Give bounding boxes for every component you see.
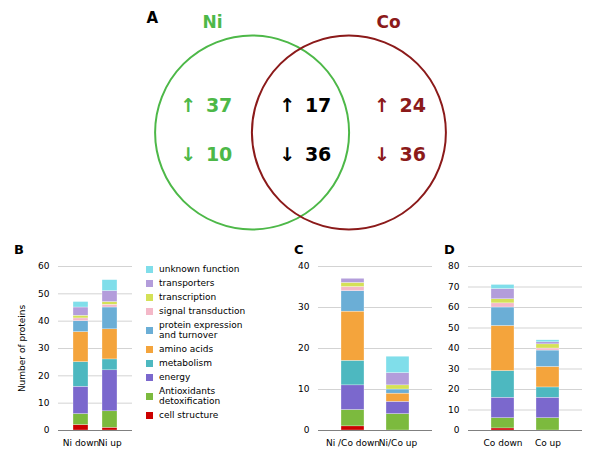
html-text:D: D xyxy=(444,242,455,257)
html-text:amino acids: amino acids xyxy=(159,344,214,354)
html-text:transporters: transporters xyxy=(159,278,215,288)
svg-text:40: 40 xyxy=(38,316,50,326)
svg-text:0: 0 xyxy=(44,425,50,435)
svg-text:60: 60 xyxy=(448,302,460,312)
svg-text:Ni/Co up: Ni/Co up xyxy=(379,438,418,448)
svg-text:↓: ↓ xyxy=(180,143,196,165)
html-text:signal transduction: signal transduction xyxy=(159,306,246,316)
svg-text:50: 50 xyxy=(448,323,460,333)
svg-text:Ni /Co down: Ni /Co down xyxy=(326,438,380,448)
html-text:cell structure: cell structure xyxy=(159,410,219,420)
svg-text:20: 20 xyxy=(298,343,310,353)
svg-text:↓: ↓ xyxy=(279,143,295,165)
svg-text:0: 0 xyxy=(454,425,460,435)
svg-text:10: 10 xyxy=(206,143,232,165)
svg-text:A: A xyxy=(147,9,159,27)
svg-text:17: 17 xyxy=(305,94,331,116)
svg-text:Ni down: Ni down xyxy=(63,438,99,448)
svg-text:10: 10 xyxy=(38,398,50,408)
svg-text:20: 20 xyxy=(38,371,50,381)
svg-text:24: 24 xyxy=(399,94,425,116)
svg-text:60: 60 xyxy=(38,261,50,271)
svg-text:Ni up: Ni up xyxy=(98,438,122,448)
svg-text:80: 80 xyxy=(448,261,460,271)
svg-text:Co up: Co up xyxy=(535,438,561,448)
svg-text:↑: ↑ xyxy=(180,94,196,116)
html-text:protein expression and turnove: protein expression and turnover xyxy=(159,320,243,340)
html-text:transcription: transcription xyxy=(159,292,217,302)
svg-text:30: 30 xyxy=(298,302,310,312)
svg-text:Co: Co xyxy=(376,12,400,32)
svg-text:Co down: Co down xyxy=(484,438,523,448)
svg-text:70: 70 xyxy=(448,282,460,292)
svg-text:↑: ↑ xyxy=(374,94,390,116)
html-text:unknown function: unknown function xyxy=(159,264,240,274)
svg-text:↑: ↑ xyxy=(279,94,295,116)
html-text:metabolism: metabolism xyxy=(159,358,212,368)
svg-text:10: 10 xyxy=(298,384,310,394)
svg-text:36: 36 xyxy=(399,143,425,165)
svg-text:37: 37 xyxy=(206,94,232,116)
svg-text:50: 50 xyxy=(38,289,50,299)
html-text:B: B xyxy=(14,242,24,257)
html-text:energy: energy xyxy=(159,372,191,382)
svg-text:40: 40 xyxy=(448,343,460,353)
svg-text:40: 40 xyxy=(298,261,310,271)
svg-text:0: 0 xyxy=(304,425,310,435)
html-text:C: C xyxy=(294,242,304,257)
svg-text:↓: ↓ xyxy=(374,143,390,165)
svg-text:36: 36 xyxy=(305,143,331,165)
svg-text:30: 30 xyxy=(38,343,50,353)
svg-text:Ni: Ni xyxy=(202,12,222,32)
svg-text:10: 10 xyxy=(448,405,460,415)
svg-text:Number of proteins: Number of proteins xyxy=(17,305,27,393)
html-text:Antioxidants detoxification: Antioxidants detoxification xyxy=(159,386,221,406)
svg-text:20: 20 xyxy=(448,384,460,394)
svg-text:30: 30 xyxy=(448,364,460,374)
